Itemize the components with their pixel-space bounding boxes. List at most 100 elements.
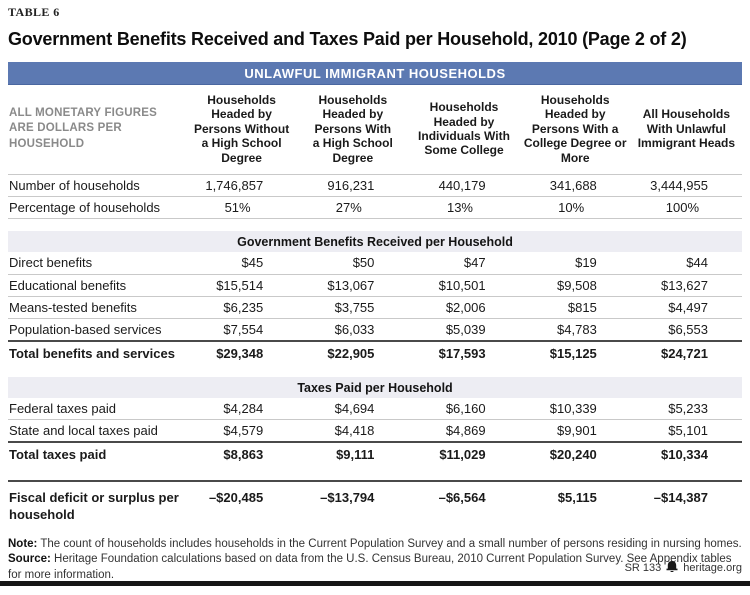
row-label: Total benefits and services [9,346,175,362]
data-row: Educational benefits $15,514 $13,067 $10,50… [8,275,742,297]
value-cell: $17,593 [438,346,486,362]
value-cell: $9,901 [557,422,597,438]
value-cell: –$6,564 [438,490,486,506]
value-cell: $10,339 [549,400,597,416]
value-cell: $6,160 [445,400,486,416]
value-cell: $15,125 [549,346,597,362]
bottom-rule [0,581,750,586]
value-cell: $11,029 [439,447,486,463]
fiscal-row: Fiscal deficit or surplus per household –… [8,480,742,525]
value-cell: $45 [241,255,264,271]
footnote-label: Note: [8,537,38,550]
household-row: Percentage of households 51% 27% 13% 10% 100% [8,197,742,220]
footnote-text: Heritage Foundation calculations based o… [8,553,732,581]
corner-note: ALL MONETARY FIGURES ARE DOLLARS PER HOU… [9,107,157,150]
data-row: Means-tested benefits $6,235 $3,755 $2,006 $… [8,297,742,320]
value-cell: 10% [558,200,585,216]
report-id: SR 133 [624,562,662,574]
value-cell: $6,553 [668,322,708,338]
heritage-bell-icon [666,561,678,575]
table-section: Government Benefits Received per Househo… [8,231,742,364]
value-cell: 13% [446,200,473,216]
value-cell: $5,039 [445,322,486,338]
row-label: Educational benefits [9,277,127,293]
household-row: Number of households 1,746,857 916,231 440,… [8,173,742,198]
row-label: Fiscal deficit or surplus per household [9,490,179,522]
value-cell: 341,688 [549,177,597,193]
value-cell: $5,115 [557,490,597,506]
value-cell: $4,418 [334,422,375,438]
value-cell: $815 [567,299,597,315]
row-label: Direct benefits [9,255,93,271]
total-row: Total benefits and services $29,348 $22,90… [8,340,742,364]
value-cell: $9,508 [557,277,597,293]
value-cell: 100% [665,200,700,216]
value-cell: $47 [463,255,486,271]
value-cell: $6,033 [334,322,375,338]
value-cell: –$20,485 [208,490,264,506]
value-cell: $13,627 [660,277,708,293]
table-sections: Government Benefits Received per Househo… [8,231,742,465]
total-row: Total taxes paid $8,863 $9,111 $11,029 $20,2… [8,441,742,465]
value-cell: $4,783 [557,322,597,338]
footnote: Source: Heritage Foundation calculations… [8,552,742,583]
value-cell: $20,240 [549,447,597,463]
value-cell: $4,694 [334,400,375,416]
household-summary-rows: Number of households 1,746,857 916,231 440,… [8,173,742,220]
row-label: Federal taxes paid [9,400,116,416]
column-header-no-hs: Households Headed by Persons Without a H… [193,93,290,165]
value-cell: $6,235 [223,299,264,315]
value-cell: $10,334 [660,447,708,463]
column-header-row: ALL MONETARY FIGURES ARE DOLLARS PER HOU… [8,85,742,174]
value-cell: $7,554 [223,322,264,338]
row-label: Means-tested benefits [9,299,137,315]
row-label: State and local taxes paid [9,422,158,438]
footer-meta: SR 133 heritage.org [625,561,742,575]
row-label: Total taxes paid [9,447,107,463]
table-number-label: TABLE 6 [8,5,60,19]
value-cell: 27% [335,200,362,216]
fiscal-summary-block: Fiscal deficit or surplus per household –… [8,480,742,525]
value-cell: 916,231 [327,177,375,193]
value-cell: $9,111 [336,447,375,463]
data-row: Direct benefits $45 $50 $47 $19 $44 [8,252,742,275]
value-cell: $2,006 [445,299,486,315]
group-header-band: UNLAWFUL IMMIGRANT HOUSEHOLDS [8,62,742,85]
footnote: Note: The count of households includes h… [8,537,742,553]
column-header-some-college: Households Headed by Individuals With So… [418,100,510,158]
value-cell: $8,863 [223,447,264,463]
data-row: State and local taxes paid $4,579 $4,418 $4… [8,420,742,441]
value-cell: 1,746,857 [205,177,264,193]
value-cell: $4,869 [445,422,486,438]
value-cell: $3,755 [334,299,375,315]
data-row: Federal taxes paid $4,284 $4,694 $6,160 $10,… [8,398,742,420]
site-name: heritage.org [683,562,742,574]
value-cell: $19 [575,255,597,271]
row-label: Number of households [9,177,140,193]
value-cell: $29,348 [216,346,264,362]
value-cell: $10,501 [438,277,486,293]
column-header-hs: Households Headed by Persons With a High… [312,93,393,165]
group-header-text: UNLAWFUL IMMIGRANT HOUSEHOLDS [244,66,506,81]
column-header-all: All Households With Unlawful Immigrant H… [637,107,736,151]
value-cell: $4,579 [223,422,264,438]
value-cell: $4,497 [668,299,708,315]
row-label: Population-based services [9,322,162,338]
row-label: Percentage of households [9,200,161,216]
footnote-text: The count of households includes househo… [40,537,742,550]
value-cell: $22,905 [327,346,375,362]
value-cell: $44 [686,255,708,271]
value-cell: $24,721 [660,346,708,362]
value-cell: $5,101 [668,422,708,438]
value-cell: –$14,387 [653,490,708,506]
value-cell: –$13,794 [320,490,375,506]
value-cell: $15,514 [216,277,264,293]
section-header: Taxes Paid per Household [8,376,742,398]
footnotes: Note: The count of households includes h… [8,537,742,584]
page-title: Government Benefits Received and Taxes P… [8,29,687,49]
value-cell: $50 [352,255,375,271]
data-row: Population-based services $7,554 $6,033 $5,… [8,319,742,340]
value-cell: $4,284 [223,400,264,416]
value-cell: 440,179 [438,177,486,193]
